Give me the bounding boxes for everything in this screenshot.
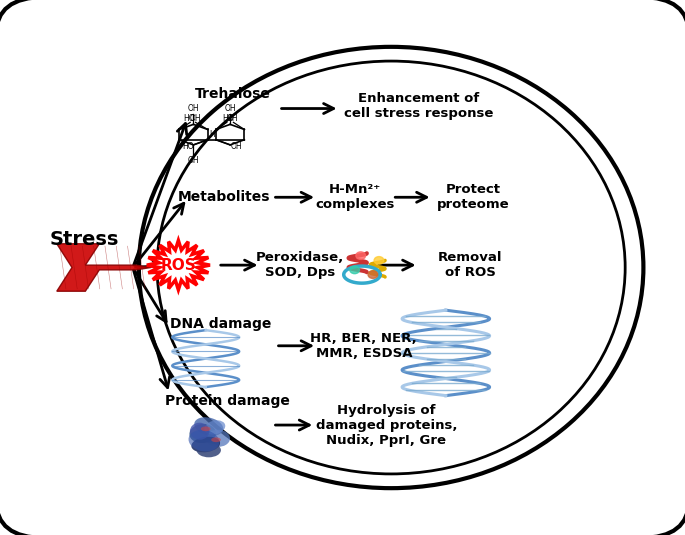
Ellipse shape <box>201 426 210 431</box>
Ellipse shape <box>197 443 221 457</box>
Text: Stress: Stress <box>49 230 119 249</box>
Text: OH: OH <box>188 156 199 165</box>
Circle shape <box>356 252 366 259</box>
Text: HO: HO <box>222 114 234 123</box>
Ellipse shape <box>190 423 210 440</box>
Text: OH: OH <box>224 104 236 113</box>
Circle shape <box>374 257 384 264</box>
Text: OH: OH <box>188 104 199 113</box>
Ellipse shape <box>190 424 216 443</box>
Ellipse shape <box>139 47 643 488</box>
Polygon shape <box>147 240 210 290</box>
Text: Removal
of ROS: Removal of ROS <box>438 251 502 279</box>
Text: HO: HO <box>182 142 193 151</box>
Text: Enhancement of
cell stress response: Enhancement of cell stress response <box>344 92 493 120</box>
Text: OH: OH <box>230 142 242 151</box>
Text: HO: HO <box>184 114 195 123</box>
Ellipse shape <box>191 437 220 453</box>
Text: Protect
proteome: Protect proteome <box>437 184 510 211</box>
Text: Protein damage: Protein damage <box>164 394 290 408</box>
Ellipse shape <box>157 61 625 474</box>
Ellipse shape <box>204 421 225 434</box>
Text: ROS: ROS <box>160 258 196 273</box>
Text: Hydrolysis of
damaged proteins,
Nudix, PprI, Gre: Hydrolysis of damaged proteins, Nudix, P… <box>316 403 457 447</box>
Text: H-Mn²⁺
complexes: H-Mn²⁺ complexes <box>315 184 395 211</box>
Ellipse shape <box>206 430 230 447</box>
Circle shape <box>368 271 377 278</box>
Ellipse shape <box>211 438 221 442</box>
Text: Metabolites: Metabolites <box>177 190 270 204</box>
Text: OH: OH <box>227 114 238 123</box>
Text: H: H <box>209 130 214 139</box>
Polygon shape <box>57 244 151 291</box>
Text: DNA damage: DNA damage <box>171 317 272 332</box>
Text: HR, BER, NER,
MMR, ESDSA: HR, BER, NER, MMR, ESDSA <box>310 332 417 360</box>
Ellipse shape <box>195 417 223 435</box>
Circle shape <box>350 266 360 274</box>
Text: Peroxidase,
SOD, Dps: Peroxidase, SOD, Dps <box>256 251 344 279</box>
Text: Trehalose: Trehalose <box>195 87 271 101</box>
Text: OH: OH <box>190 114 201 123</box>
Ellipse shape <box>188 430 219 452</box>
